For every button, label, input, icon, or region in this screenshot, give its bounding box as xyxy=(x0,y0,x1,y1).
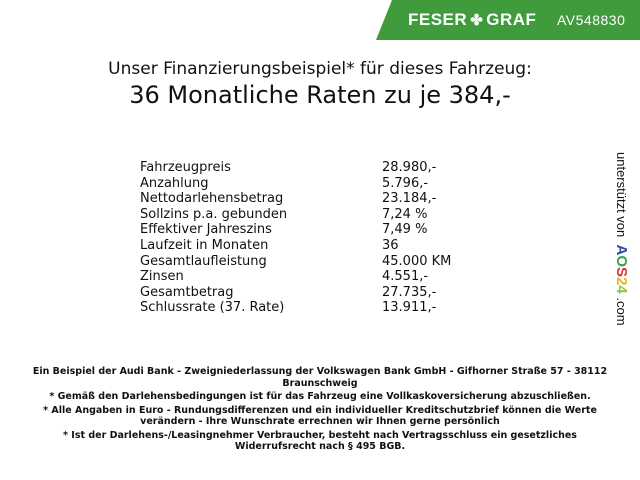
table-row: Fahrzeugpreis 28.980,- xyxy=(140,160,460,176)
supported-by-text: unterstützt von xyxy=(614,152,629,238)
aos24-logo: AOS24 xyxy=(613,244,630,294)
row-value: 7,49 % xyxy=(382,222,428,238)
row-label: Gesamtlaufleistung xyxy=(140,253,267,269)
table-row: Zinsen 4.551,- xyxy=(140,269,460,285)
row-label: Laufzeit in Monaten xyxy=(140,237,269,253)
row-value: 36 xyxy=(382,237,399,253)
supported-by: unterstützt von AOS24 .com xyxy=(613,152,630,326)
vehicle-id: AV548830 xyxy=(557,12,626,28)
table-row: Sollzins p.a. gebunden 7,24 % xyxy=(140,207,460,223)
row-label: Schlussrate (37. Rate) xyxy=(140,300,285,316)
row-value: 5.796,- xyxy=(382,175,429,191)
table-row: Gesamtlaufleistung 45.000 KM xyxy=(140,254,460,270)
brand-logo: FESER ✤ GRAF xyxy=(408,10,536,30)
table-row: Laufzeit in Monaten 36 xyxy=(140,238,460,254)
row-value: 28.980,- xyxy=(382,160,437,175)
title-line-1: Unser Finanzierungsbeispiel* für dieses … xyxy=(108,59,532,79)
disclaimer-insurance: * Gemäß den Darlehensbedingungen ist für… xyxy=(49,391,591,402)
disclaimer-withdrawal: * Ist der Darlehens-/Leasingnehmer Verbr… xyxy=(63,429,577,453)
row-value: 23.184,- xyxy=(382,191,437,207)
disclaimer: Ein Beispiel der Audi Bank - Zweignieder… xyxy=(30,366,610,455)
header-banner xyxy=(376,0,640,40)
row-label: Anzahlung xyxy=(140,175,209,191)
brand-name-1: FESER xyxy=(408,10,468,29)
row-value: 13.911,- xyxy=(382,300,437,316)
row-label: Nettodarlehensbetrag xyxy=(140,191,284,207)
finance-table: Fahrzeugpreis 28.980,- Anzahlung 5.796,- N… xyxy=(140,160,460,316)
row-label: Gesamtbetrag xyxy=(140,284,234,300)
row-value: 4.551,- xyxy=(382,269,429,285)
table-row: Schlussrate (37. Rate) 13.911,- xyxy=(140,300,460,316)
table-row: Nettodarlehensbetrag 23.184,- xyxy=(140,191,460,207)
row-label: Sollzins p.a. gebunden xyxy=(140,206,288,222)
row-label: Fahrzeugpreis xyxy=(140,160,231,175)
row-label: Effektiver Jahreszins xyxy=(140,222,272,238)
logo-domain: .com xyxy=(614,297,629,326)
row-value: 45.000 KM xyxy=(382,253,452,269)
table-row: Gesamtbetrag 27.735,- xyxy=(140,285,460,301)
row-label: Zinsen xyxy=(140,269,184,285)
table-row: Effektiver Jahreszins 7,49 % xyxy=(140,222,460,238)
row-value: 7,24 % xyxy=(382,206,428,222)
clover-icon: ✤ xyxy=(470,12,484,29)
row-value: 27.735,- xyxy=(382,284,437,300)
brand-name-2: GRAF xyxy=(486,10,537,29)
title-line-2: 36 Monatliche Raten zu je 384,- xyxy=(129,81,511,109)
disclaimer-bank: Ein Beispiel der Audi Bank - Zweignieder… xyxy=(32,366,608,389)
disclaimer-euro: * Alle Angaben in Euro - Rundungsdiffere… xyxy=(43,404,597,428)
table-row: Anzahlung 5.796,- xyxy=(140,176,460,192)
